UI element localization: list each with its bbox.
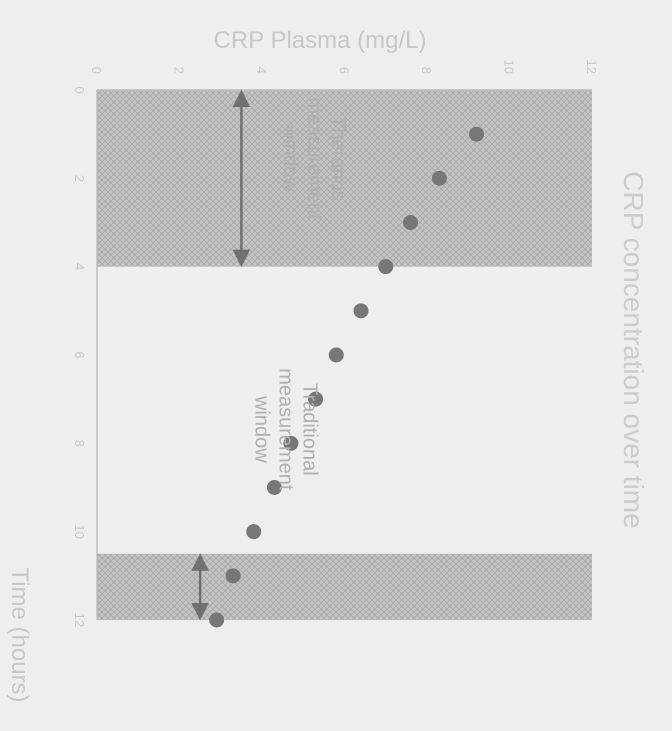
data-point (225, 568, 241, 584)
y-tick-label: 12 (584, 60, 599, 74)
data-point (283, 435, 299, 451)
chart-title: CRP concentration over time (618, 171, 649, 528)
data-point (266, 480, 282, 495)
y-tick-label: 6 (337, 67, 352, 74)
data-point (246, 524, 262, 540)
y-tick-label: 4 (254, 67, 269, 74)
window-label-1: Theranosmeasurementwindow (279, 97, 349, 220)
x-tick-label: 12 (72, 613, 87, 627)
y-tick-label: 10 (502, 60, 517, 74)
axes (96, 89, 592, 620)
data-point (328, 347, 344, 363)
shaded-region-2 (97, 553, 592, 620)
window-label-2: Traditionalmeasurementwindow (250, 368, 320, 491)
x-tick-label: 4 (72, 263, 87, 270)
y-tick-label: 0 (89, 67, 104, 74)
data-points (209, 126, 484, 628)
x-tick-label: 10 (72, 524, 87, 538)
data-point (209, 612, 225, 628)
data-point (308, 391, 324, 407)
y-tick-label: 2 (172, 67, 187, 74)
x-tick-label: 6 (72, 351, 87, 358)
data-point (403, 215, 418, 230)
y-axis-title: CRP Plasma (mg/L) (214, 27, 427, 54)
data-point (378, 259, 394, 275)
shaded-region-1 (97, 90, 592, 267)
annotations: Theranosmeasurementwindow Traditionalmeas… (191, 89, 349, 621)
shaded-regions (97, 90, 592, 620)
data-point (431, 170, 447, 186)
data-point (469, 126, 484, 142)
x-tick-label: 2 (72, 175, 87, 182)
x-axis-title: Time (hours) (6, 567, 33, 702)
data-point (353, 303, 369, 319)
tick-labels: 0 2 4 6 8 10 12 0 2 4 6 8 10 12 (72, 60, 599, 628)
x-tick-label: 0 (72, 86, 87, 93)
x-tick-label: 8 (72, 440, 87, 447)
y-tick-label: 8 (419, 67, 434, 74)
